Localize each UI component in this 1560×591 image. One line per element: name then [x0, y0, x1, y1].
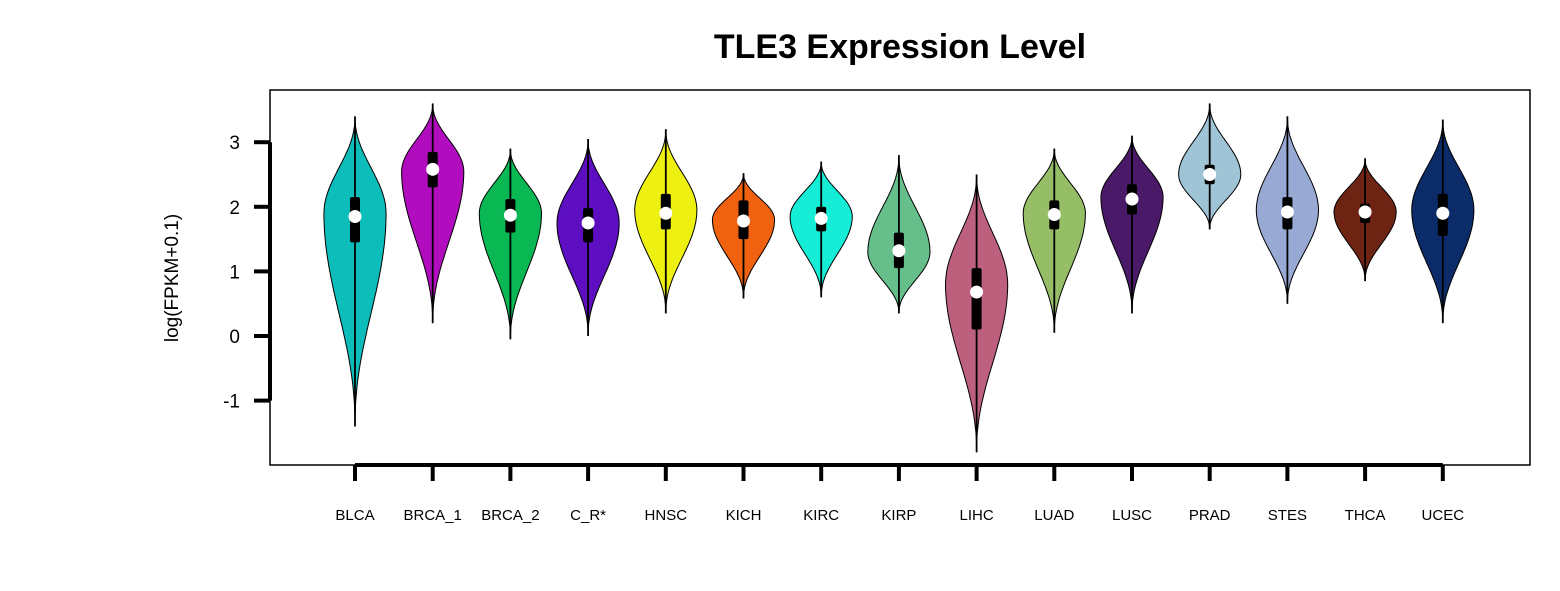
x-tick-label: BRCA_1 — [404, 507, 462, 524]
violin-lihc — [944, 174, 1009, 453]
x-tick-label: BLCA — [335, 507, 374, 524]
violin-luad — [1022, 148, 1086, 333]
violin-median-point — [1125, 192, 1139, 206]
x-tick-label: LUSC — [1112, 507, 1152, 524]
violin-iqr-box — [971, 268, 982, 330]
violin-thca — [1333, 158, 1397, 282]
violin-lusc — [1100, 135, 1164, 314]
x-tick-label: HNSC — [645, 507, 688, 524]
violin-median-point — [1358, 205, 1372, 219]
violin-kirp — [867, 155, 931, 314]
x-tick-label: BRCA_2 — [481, 507, 539, 524]
y-axis-label: log(FPKM+0.1) — [162, 214, 183, 342]
violin-kich — [711, 173, 776, 299]
violin-median-point — [581, 216, 595, 230]
violin-brca-2 — [478, 148, 542, 340]
violin-brca-1 — [401, 103, 465, 324]
x-tick-label: LUAD — [1034, 507, 1074, 524]
violin-prad — [1178, 103, 1242, 230]
y-tick-label: 2 — [229, 198, 240, 219]
violin-kirc — [789, 161, 853, 298]
y-tick-label: 3 — [229, 133, 240, 154]
x-tick-label: KIRP — [881, 507, 916, 524]
violin-median-point — [814, 211, 828, 225]
y-tick-label: -1 — [223, 392, 240, 413]
violin-median-point — [348, 209, 362, 223]
x-tick-label: C_R* — [570, 507, 606, 524]
x-tick-label: STES — [1268, 507, 1307, 524]
violin-median-point — [503, 208, 517, 222]
violin-median-point — [970, 285, 984, 299]
violin-median-point — [892, 244, 906, 258]
x-tick-label: PRAD — [1189, 507, 1231, 524]
violins-group — [323, 103, 1475, 453]
x-axis: BLCA BRCA_1 BRCA_2 C_R* HNSC KICH KIRC KIRP LIHC… — [335, 463, 1465, 524]
y-tick-label: 1 — [229, 262, 240, 283]
y-tick-label: 0 — [229, 327, 240, 348]
x-tick-label: THCA — [1345, 507, 1386, 524]
violin-median-point — [1436, 206, 1450, 220]
violin-blca — [323, 116, 387, 427]
violin-hnsc — [634, 129, 698, 314]
violin-median-point — [659, 206, 673, 220]
violin-stes — [1255, 116, 1320, 304]
x-tick-label: UCEC — [1422, 507, 1465, 524]
violin-ucec — [1411, 119, 1475, 324]
violin-median-point — [1047, 208, 1061, 222]
chart-title: TLE3 Expression Level — [714, 28, 1086, 66]
violin-median-point — [737, 214, 750, 228]
y-axis: -1 0 1 2 3 — [223, 133, 272, 413]
x-tick-label: KIRC — [803, 507, 839, 524]
violin-median-point — [1203, 168, 1217, 181]
violin-median-point — [1280, 205, 1294, 219]
violin-median-point — [426, 162, 440, 176]
x-tick-label: KICH — [726, 507, 762, 524]
violin-c-r- — [556, 138, 620, 336]
x-tick-label: LIHC — [960, 507, 994, 524]
